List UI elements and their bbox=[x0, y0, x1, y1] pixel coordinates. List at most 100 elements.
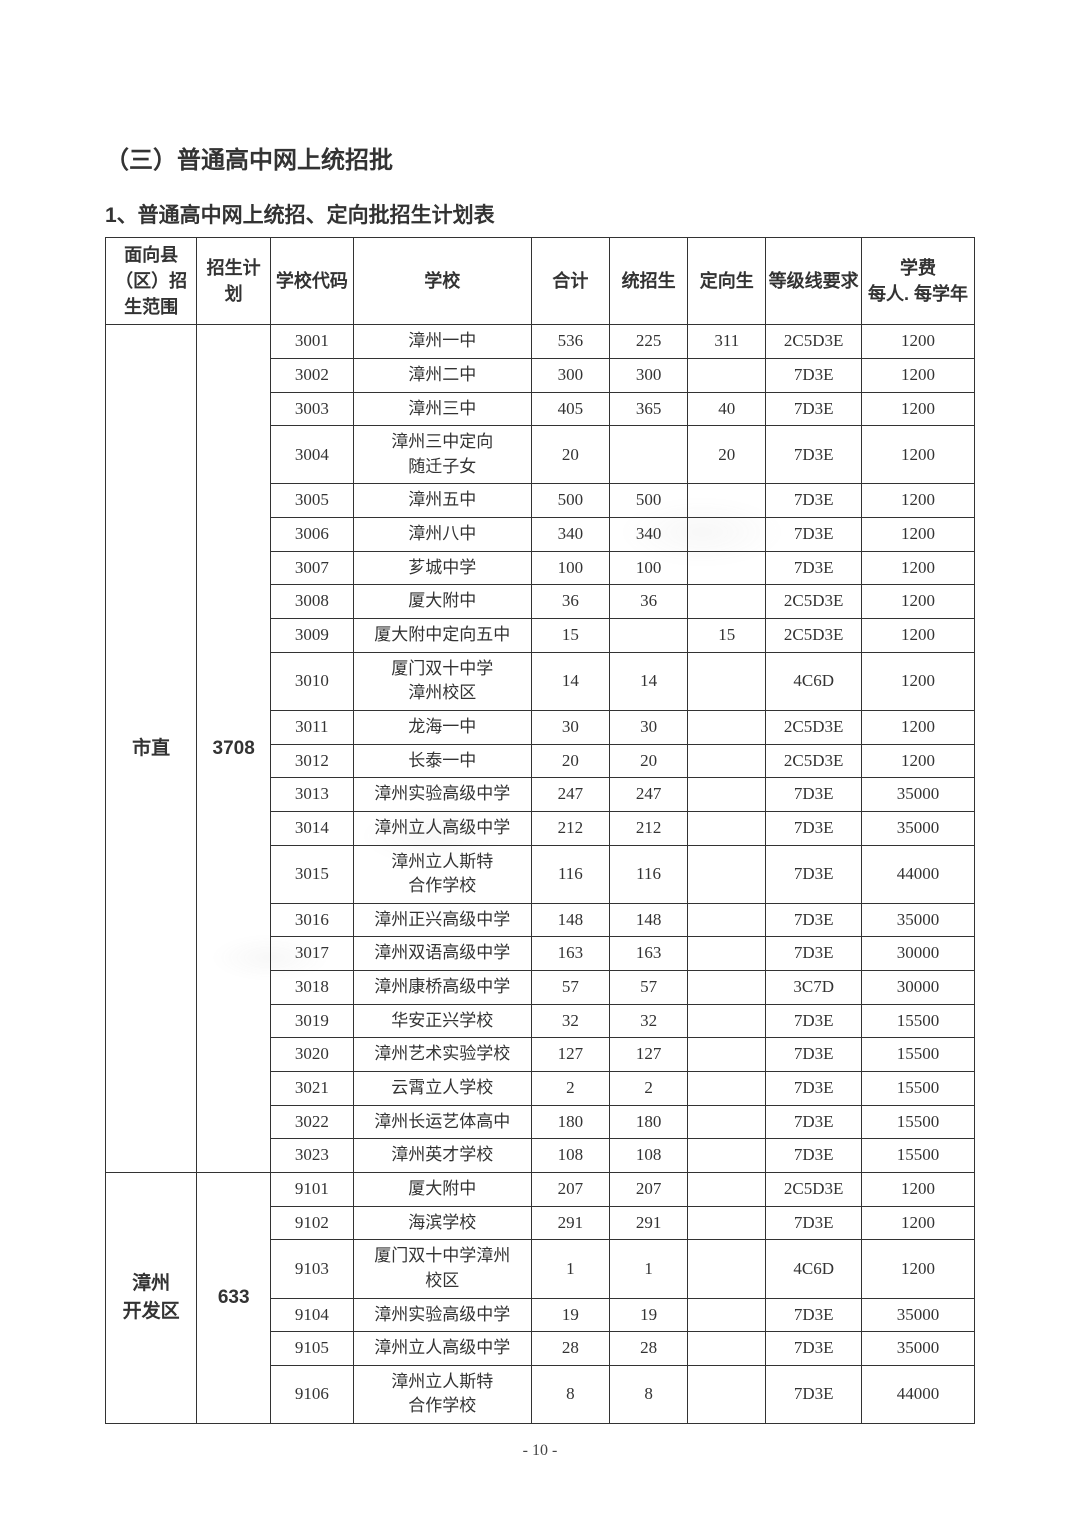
cell-tongzhao: 180 bbox=[609, 1105, 687, 1139]
cell-code: 3002 bbox=[271, 358, 354, 392]
cell-school: 厦大附中定向五中 bbox=[353, 619, 531, 653]
cell-dingxiang bbox=[688, 652, 766, 710]
cell-code: 9101 bbox=[271, 1172, 354, 1206]
cell-code: 3017 bbox=[271, 937, 354, 971]
cell-school: 漳州立人高级中学 bbox=[353, 811, 531, 845]
cell-fee: 44000 bbox=[861, 1365, 974, 1423]
cell-tongzhao: 20 bbox=[609, 744, 687, 778]
cell-tongzhao: 365 bbox=[609, 392, 687, 426]
cell-code: 3023 bbox=[271, 1139, 354, 1173]
cell-grade: 7D3E bbox=[766, 1072, 862, 1106]
cell-grade: 4C6D bbox=[766, 652, 862, 710]
cell-tongzhao: 19 bbox=[609, 1298, 687, 1332]
cell-fee: 1200 bbox=[861, 744, 974, 778]
page: （三）普通高中网上统招批 1、普通高中网上统招、定向批招生计划表 面向县（区）招… bbox=[0, 0, 1080, 1520]
cell-total: 300 bbox=[531, 358, 609, 392]
cell-fee: 1200 bbox=[861, 1240, 974, 1298]
cell-dingxiang: 311 bbox=[688, 325, 766, 359]
cell-total: 180 bbox=[531, 1105, 609, 1139]
cell-total: 127 bbox=[531, 1038, 609, 1072]
col-fee: 学费每人. 每学年 bbox=[861, 238, 974, 325]
col-grade: 等级线要求 bbox=[766, 238, 862, 325]
cell-dingxiang: 40 bbox=[688, 392, 766, 426]
cell-code: 3008 bbox=[271, 585, 354, 619]
cell-fee: 1200 bbox=[861, 426, 974, 484]
cell-total: 405 bbox=[531, 392, 609, 426]
cell-school: 漳州英才学校 bbox=[353, 1139, 531, 1173]
cell-total: 30 bbox=[531, 710, 609, 744]
cell-code: 9106 bbox=[271, 1365, 354, 1423]
cell-total: 8 bbox=[531, 1365, 609, 1423]
cell-code: 3016 bbox=[271, 903, 354, 937]
cell-total: 340 bbox=[531, 518, 609, 552]
cell-grade: 7D3E bbox=[766, 1105, 862, 1139]
cell-area: 漳州开发区 bbox=[106, 1172, 197, 1423]
cell-tongzhao bbox=[609, 426, 687, 484]
cell-total: 163 bbox=[531, 937, 609, 971]
cell-dingxiang bbox=[688, 778, 766, 812]
cell-code: 9102 bbox=[271, 1206, 354, 1240]
col-area: 面向县（区）招生范围 bbox=[106, 238, 197, 325]
cell-grade: 7D3E bbox=[766, 1004, 862, 1038]
sub-section-title: 1、普通高中网上统招、定向批招生计划表 bbox=[105, 199, 975, 229]
cell-school: 云霄立人学校 bbox=[353, 1072, 531, 1106]
cell-total: 500 bbox=[531, 484, 609, 518]
cell-fee: 15500 bbox=[861, 1139, 974, 1173]
cell-tongzhao: 14 bbox=[609, 652, 687, 710]
cell-dingxiang bbox=[688, 710, 766, 744]
cell-grade: 7D3E bbox=[766, 845, 862, 903]
cell-grade: 7D3E bbox=[766, 903, 862, 937]
cell-total: 57 bbox=[531, 971, 609, 1005]
cell-grade: 7D3E bbox=[766, 392, 862, 426]
cell-total: 14 bbox=[531, 652, 609, 710]
cell-dingxiang bbox=[688, 1240, 766, 1298]
cell-tongzhao: 57 bbox=[609, 971, 687, 1005]
cell-code: 3021 bbox=[271, 1072, 354, 1106]
cell-area: 市直 bbox=[106, 325, 197, 1173]
cell-school: 漳州三中 bbox=[353, 392, 531, 426]
cell-school: 漳州二中 bbox=[353, 358, 531, 392]
cell-fee: 1200 bbox=[861, 652, 974, 710]
cell-grade: 7D3E bbox=[766, 551, 862, 585]
cell-dingxiang bbox=[688, 811, 766, 845]
cell-tongzhao: 163 bbox=[609, 937, 687, 971]
cell-grade: 2C5D3E bbox=[766, 619, 862, 653]
cell-dingxiang bbox=[688, 1105, 766, 1139]
cell-total: 32 bbox=[531, 1004, 609, 1038]
section-title: （三）普通高中网上统招批 bbox=[105, 140, 975, 175]
cell-dingxiang bbox=[688, 358, 766, 392]
cell-total: 15 bbox=[531, 619, 609, 653]
cell-school: 漳州实验高级中学 bbox=[353, 778, 531, 812]
cell-code: 3022 bbox=[271, 1105, 354, 1139]
cell-dingxiang bbox=[688, 845, 766, 903]
cell-school: 漳州正兴高级中学 bbox=[353, 903, 531, 937]
cell-code: 3018 bbox=[271, 971, 354, 1005]
cell-total: 207 bbox=[531, 1172, 609, 1206]
cell-dingxiang bbox=[688, 971, 766, 1005]
cell-grade: 2C5D3E bbox=[766, 710, 862, 744]
cell-grade: 4C6D bbox=[766, 1240, 862, 1298]
cell-fee: 15500 bbox=[861, 1072, 974, 1106]
cell-fee: 1200 bbox=[861, 358, 974, 392]
cell-total: 247 bbox=[531, 778, 609, 812]
cell-fee: 30000 bbox=[861, 971, 974, 1005]
content: （三）普通高中网上统招批 1、普通高中网上统招、定向批招生计划表 面向县（区）招… bbox=[105, 140, 975, 1460]
cell-code: 3020 bbox=[271, 1038, 354, 1072]
cell-school: 漳州八中 bbox=[353, 518, 531, 552]
cell-tongzhao: 28 bbox=[609, 1332, 687, 1366]
cell-code: 3004 bbox=[271, 426, 354, 484]
cell-tongzhao: 247 bbox=[609, 778, 687, 812]
col-total: 合计 bbox=[531, 238, 609, 325]
cell-school: 厦门双十中学漳州校区 bbox=[353, 652, 531, 710]
cell-school: 厦大附中 bbox=[353, 585, 531, 619]
cell-tongzhao: 30 bbox=[609, 710, 687, 744]
cell-code: 3013 bbox=[271, 778, 354, 812]
cell-code: 3014 bbox=[271, 811, 354, 845]
cell-school: 芗城中学 bbox=[353, 551, 531, 585]
cell-tongzhao: 291 bbox=[609, 1206, 687, 1240]
cell-tongzhao: 148 bbox=[609, 903, 687, 937]
cell-fee: 1200 bbox=[861, 1172, 974, 1206]
cell-code: 3011 bbox=[271, 710, 354, 744]
table-head: 面向县（区）招生范围 招生计划 学校代码 学校 合计 统招生 定向生 等级线要求… bbox=[106, 238, 975, 325]
cell-dingxiang bbox=[688, 551, 766, 585]
